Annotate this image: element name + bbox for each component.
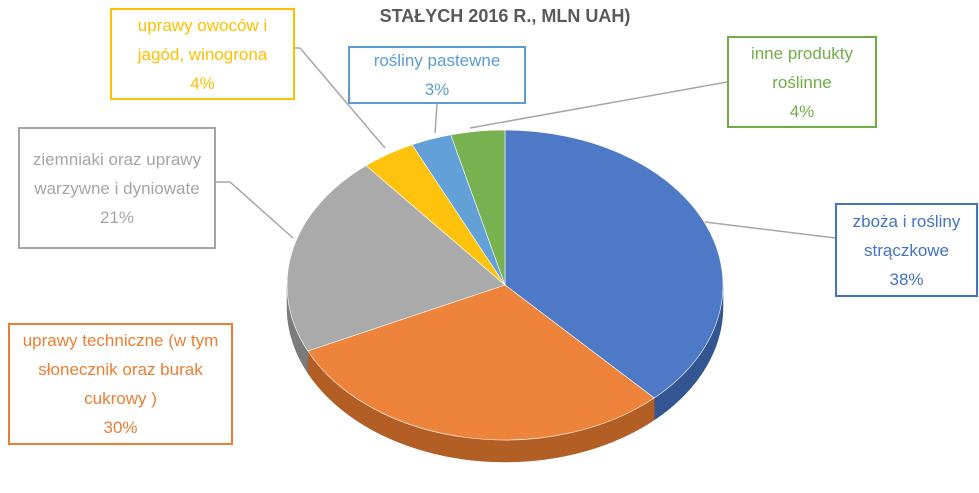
label-category: rośliny pastewne: [373, 51, 501, 70]
label-category: uprawy owoców i jagód, winogrona: [137, 15, 268, 64]
label-value: 4%: [190, 73, 215, 93]
pie-slice: [504, 129, 724, 399]
label-value: 30%: [103, 418, 138, 437]
leader-line: [469, 81, 728, 129]
data-label: rośliny pastewne 3%: [348, 46, 526, 104]
label-value: 3%: [424, 80, 450, 99]
data-label: uprawy owoców i jagód, winogrona 4%: [110, 8, 295, 100]
label-value: 21%: [99, 207, 135, 227]
pie-slice: [307, 284, 655, 441]
leader-line: [295, 47, 386, 149]
data-label: zboża i rośliny strączkowe 38%: [835, 203, 978, 297]
chart-title: STAŁYCH 2016 R., MLN UAH): [379, 6, 631, 26]
label-value: 4%: [789, 101, 815, 121]
label-category: zboża i rośliny strączkowe: [852, 211, 961, 260]
leader-lines: [216, 47, 836, 239]
data-label: uprawy techniczne (w tym słonecznik oraz…: [8, 323, 233, 445]
pie-slice: [286, 165, 506, 352]
label-category: inne produkty roślinne: [750, 43, 854, 92]
leader-line: [216, 181, 294, 239]
label-value: 38%: [889, 269, 924, 289]
leader-line: [704, 221, 836, 239]
pie-slice: [450, 129, 506, 286]
label-category: ziemniaki oraz uprawy warzywne i dyniowa…: [32, 149, 202, 198]
data-label: ziemniaki oraz uprawy warzywne i dyniowa…: [18, 127, 216, 249]
data-label: inne produkty roślinne 4%: [727, 36, 877, 128]
leader-line: [434, 103, 438, 134]
label-category: uprawy techniczne (w tym słonecznik oraz…: [22, 331, 219, 408]
